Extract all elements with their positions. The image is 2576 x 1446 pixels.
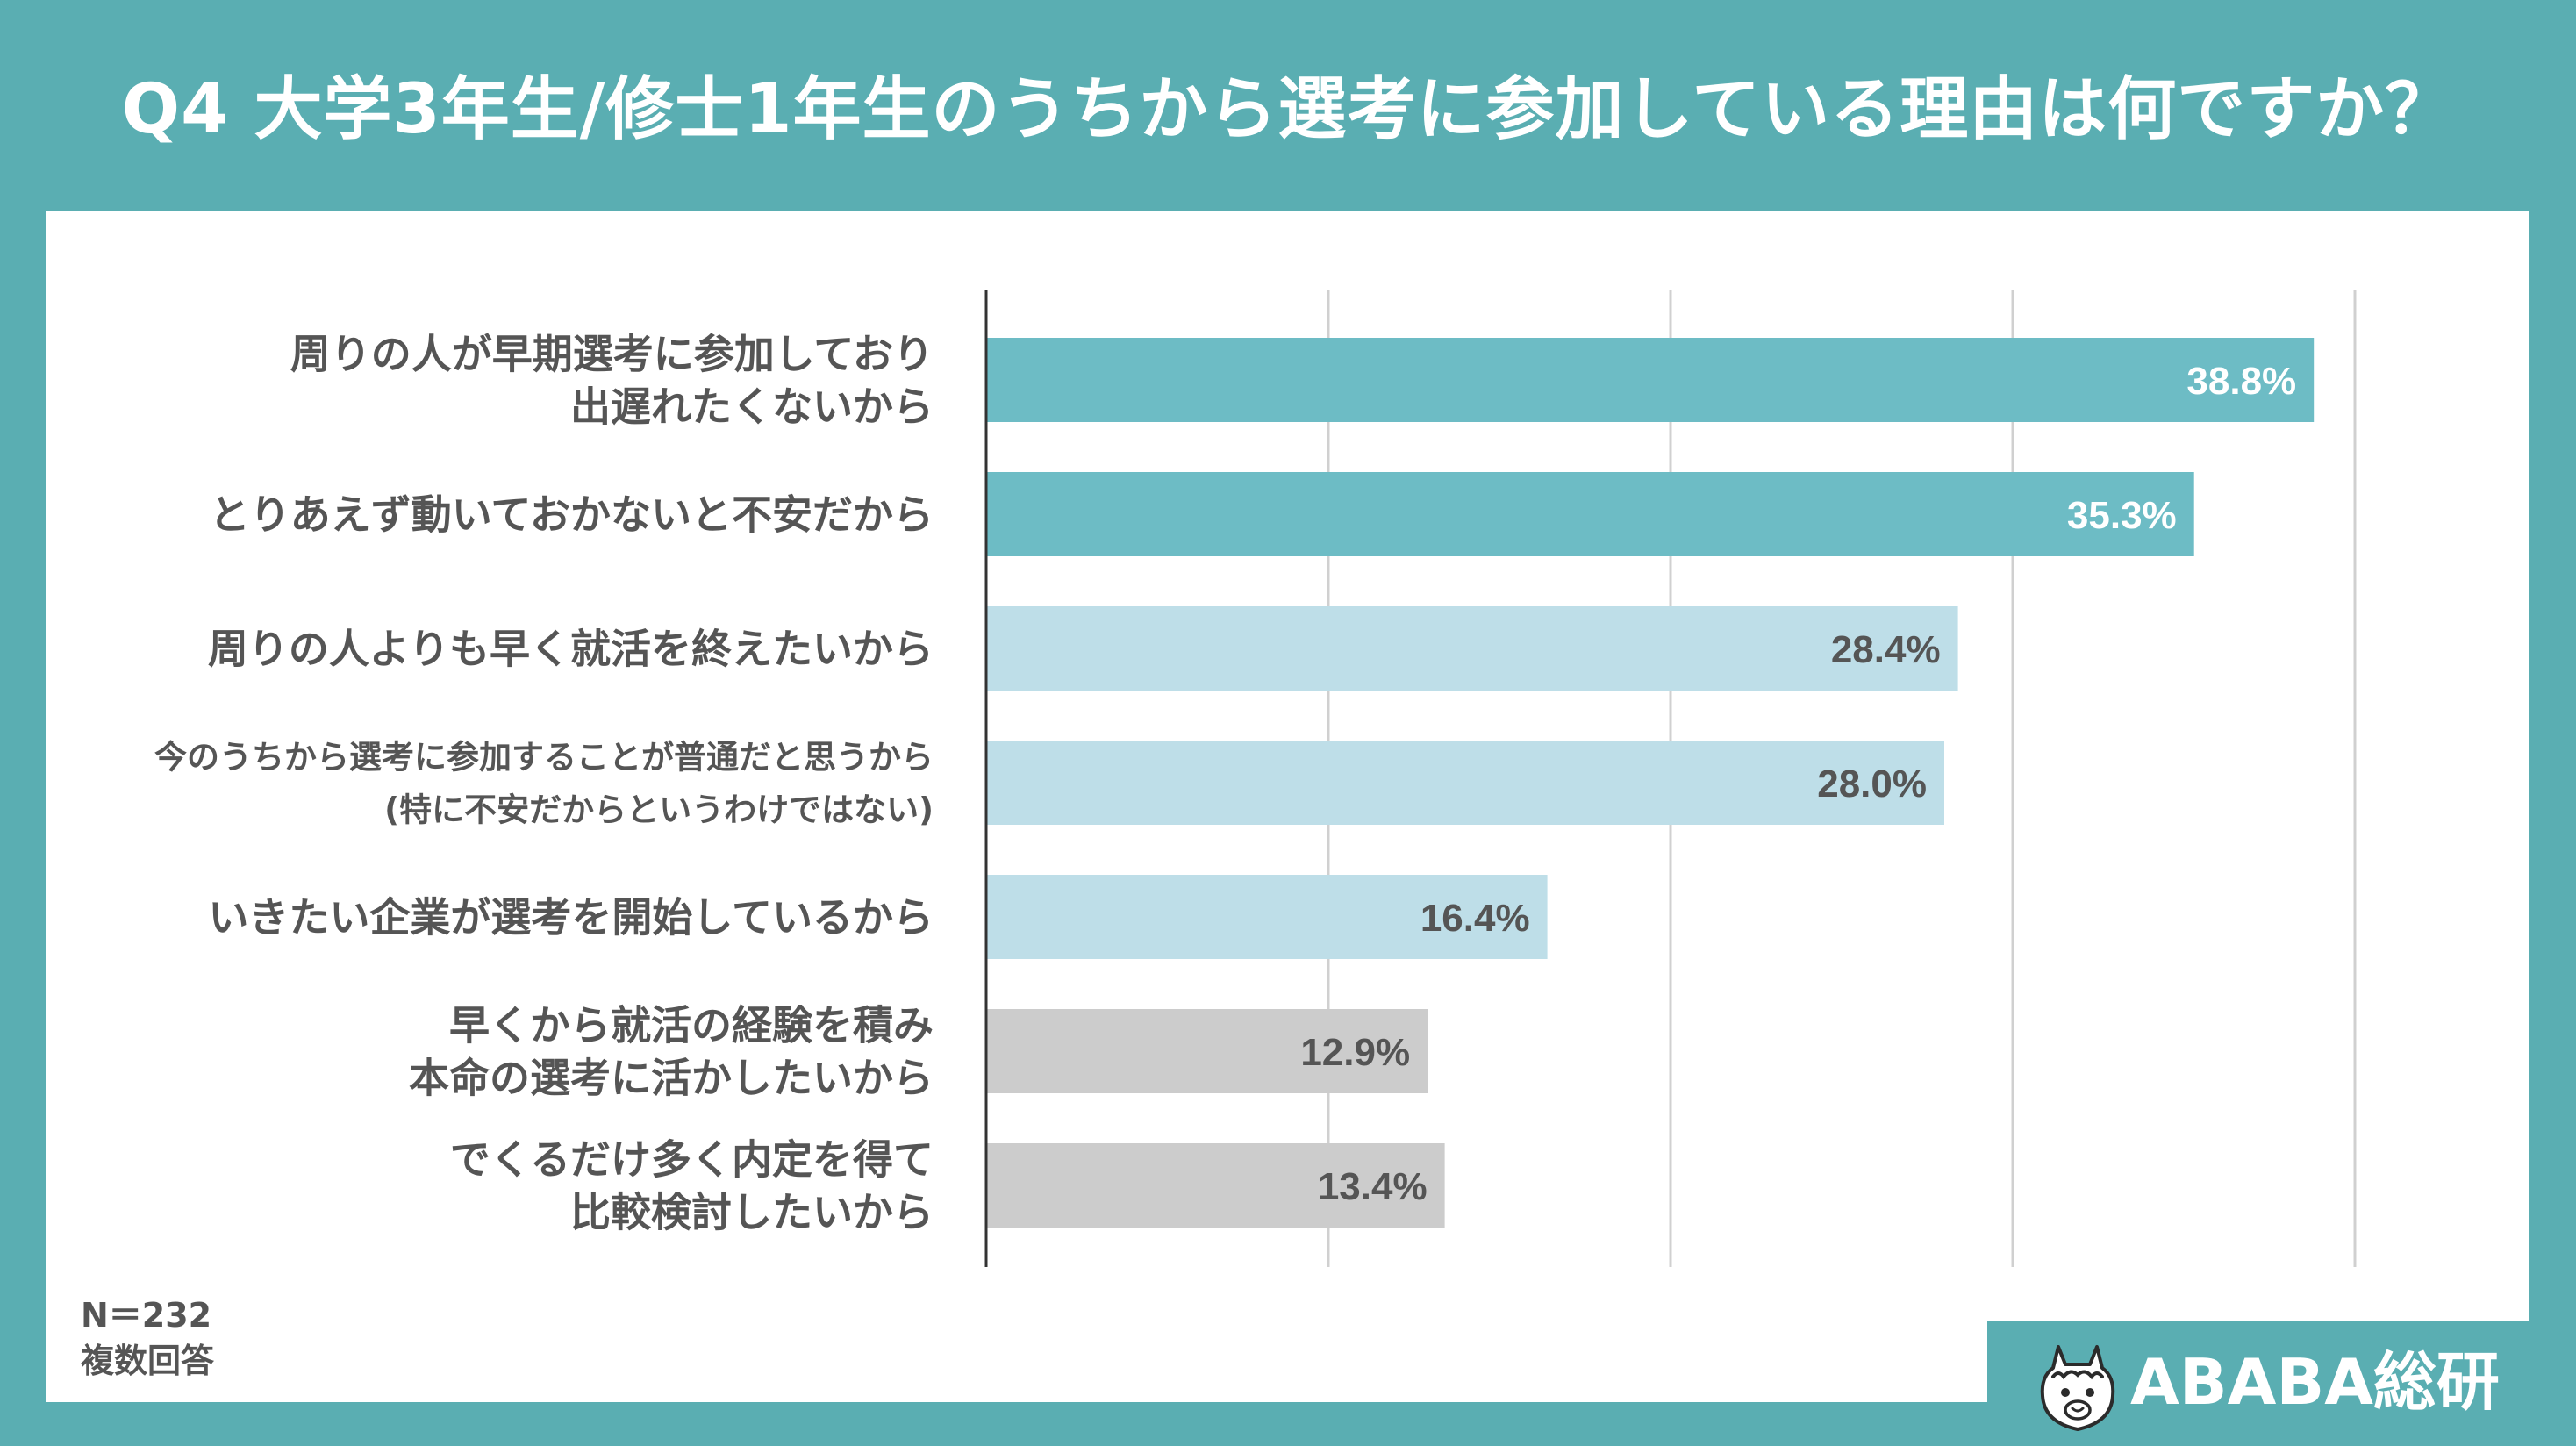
bar: [986, 472, 2194, 556]
bar: [986, 1143, 1445, 1228]
category-label: 今のうちから選考に参加することが普通だと思うから: [154, 738, 934, 776]
category-label: いきたい企業が選考を開始しているから: [208, 894, 934, 941]
category-label: でくるだけ多く内定を得て: [450, 1136, 934, 1184]
category-label: (特に不安だからというわけではない): [384, 791, 934, 828]
data-label: 38.8%: [2186, 360, 2296, 403]
category-label: とりあえず動いておかないと不安だから: [210, 491, 934, 539]
category-label: 比較検討したいから: [570, 1189, 934, 1236]
logo-text: ABABA総研: [2130, 1345, 2500, 1419]
sample-size-note: N＝232: [81, 1296, 212, 1335]
category-label: 早くから就活の経験を積み: [449, 1002, 934, 1049]
data-label: 12.9%: [1300, 1031, 1410, 1074]
category-label: 周りの人が早期選考に参加しており: [290, 331, 934, 378]
bar: [986, 338, 2315, 422]
data-label: 35.3%: [2067, 494, 2177, 537]
alpaca-icon: [2040, 1345, 2115, 1431]
bar: [986, 741, 1944, 825]
bar: [986, 875, 1548, 959]
chart-panel: 38.8% 周りの人が早期選考に参加しており出遅れたくないから 35.3% とりあえず…: [46, 211, 2529, 1402]
data-label: 13.4%: [1318, 1165, 1428, 1208]
data-label: 16.4%: [1420, 897, 1530, 940]
multiple-answer-note: 複数回答: [81, 1342, 215, 1380]
data-label: 28.0%: [1817, 762, 1927, 805]
page-title: Q4 大学3年生/修士1年生のうちから選考に参加している理由は何ですか？: [121, 70, 2455, 149]
category-label: 本命の選考に活かしたいから: [409, 1055, 934, 1102]
bar: [986, 606, 1958, 691]
category-label: 出遅れたくないから: [570, 383, 934, 431]
data-label: 28.4%: [1831, 628, 1941, 671]
bar: [986, 1009, 1428, 1093]
category-label: 周りの人よりも早く就活を終えたいから: [208, 626, 934, 673]
